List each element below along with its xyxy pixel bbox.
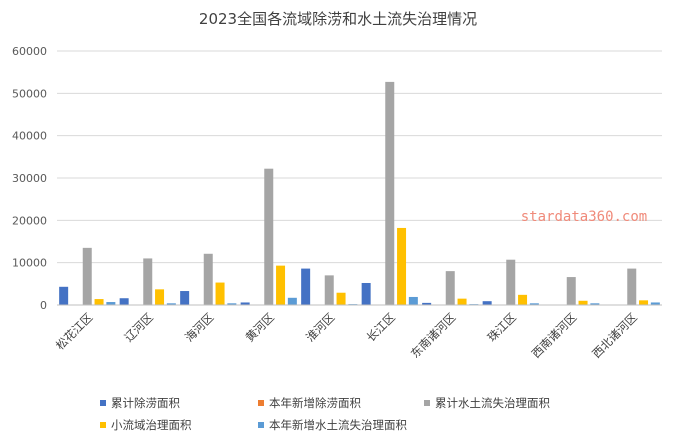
bar (627, 268, 637, 305)
bar (397, 227, 407, 305)
bar (361, 282, 371, 305)
x-tick-label: 黄河区 (243, 310, 277, 344)
y-tick-label: 30000 (12, 172, 47, 185)
legend-swatch (258, 400, 264, 406)
x-tick-label: 珠江区 (485, 310, 519, 344)
bar (336, 292, 346, 305)
legend-label: 累计除涝面积 (111, 396, 180, 410)
bar (422, 302, 432, 305)
x-tick-label: 松花江区 (53, 310, 95, 352)
legend-label: 小流域治理面积 (111, 418, 192, 432)
bar (119, 298, 129, 305)
x-tick-label: 西北诸河区 (589, 310, 640, 361)
bar (240, 302, 250, 305)
bar (385, 81, 395, 306)
bar (106, 302, 116, 305)
bar (143, 258, 153, 305)
bar (276, 265, 286, 305)
y-tick-label: 20000 (12, 214, 47, 227)
bar (155, 289, 165, 305)
bar (650, 302, 660, 305)
bar (590, 303, 600, 305)
x-tick-label: 西南诸河区 (529, 310, 580, 361)
bar (578, 300, 588, 305)
y-tick-label: 0 (40, 299, 47, 312)
bar (180, 291, 190, 305)
legend-swatch (100, 400, 106, 406)
x-tick-label: 东南诸河区 (408, 310, 459, 361)
bar (203, 253, 213, 305)
bar (59, 286, 69, 305)
x-tick-label: 海河区 (182, 310, 216, 344)
y-tick-label: 10000 (12, 257, 47, 270)
bar (264, 168, 274, 305)
bar (566, 277, 576, 305)
chart-title: 2023全国各流域除涝和水土流失治理情况 (199, 10, 477, 28)
y-tick-label: 40000 (12, 130, 47, 143)
x-tick-label: 辽河区 (122, 310, 156, 344)
bar (529, 303, 539, 305)
bar (408, 296, 418, 305)
x-tick-label: 长江区 (364, 310, 398, 344)
bar (506, 259, 516, 305)
bar (639, 300, 649, 305)
bar (215, 282, 225, 305)
bar (166, 303, 176, 305)
grid (57, 50, 662, 264)
y-tick-label: 50000 (12, 87, 47, 100)
y-tick-label: 60000 (12, 45, 47, 58)
legend-label: 本年新增除涝面积 (269, 396, 361, 410)
bar (94, 299, 104, 305)
legend-label: 累计水土流失治理面积 (435, 396, 550, 410)
bar (227, 303, 237, 305)
bar (457, 298, 467, 305)
bar (301, 268, 311, 305)
legend-swatch (258, 422, 264, 428)
x-tick-label: 淮河区 (303, 310, 337, 344)
bar (287, 297, 297, 305)
bar (324, 275, 334, 305)
bar (518, 294, 528, 305)
legend-label: 本年新增水土流失治理面积 (269, 418, 407, 432)
watermark: stardata360.com (521, 209, 647, 225)
bar (445, 271, 455, 305)
x-axis-labels: 松花江区 辽河区 海河区 黄河区 淮河区 长江区 东南诸河区 珠江区 西南诸河区 西北诸河区 (53, 310, 640, 361)
bar (482, 301, 492, 305)
legend-swatch (100, 422, 106, 428)
legend-swatch (424, 400, 430, 406)
bar (82, 247, 92, 305)
y-axis-ticks: 0 10000 20000 30000 40000 50000 60000 (12, 45, 47, 312)
bars (59, 81, 660, 306)
